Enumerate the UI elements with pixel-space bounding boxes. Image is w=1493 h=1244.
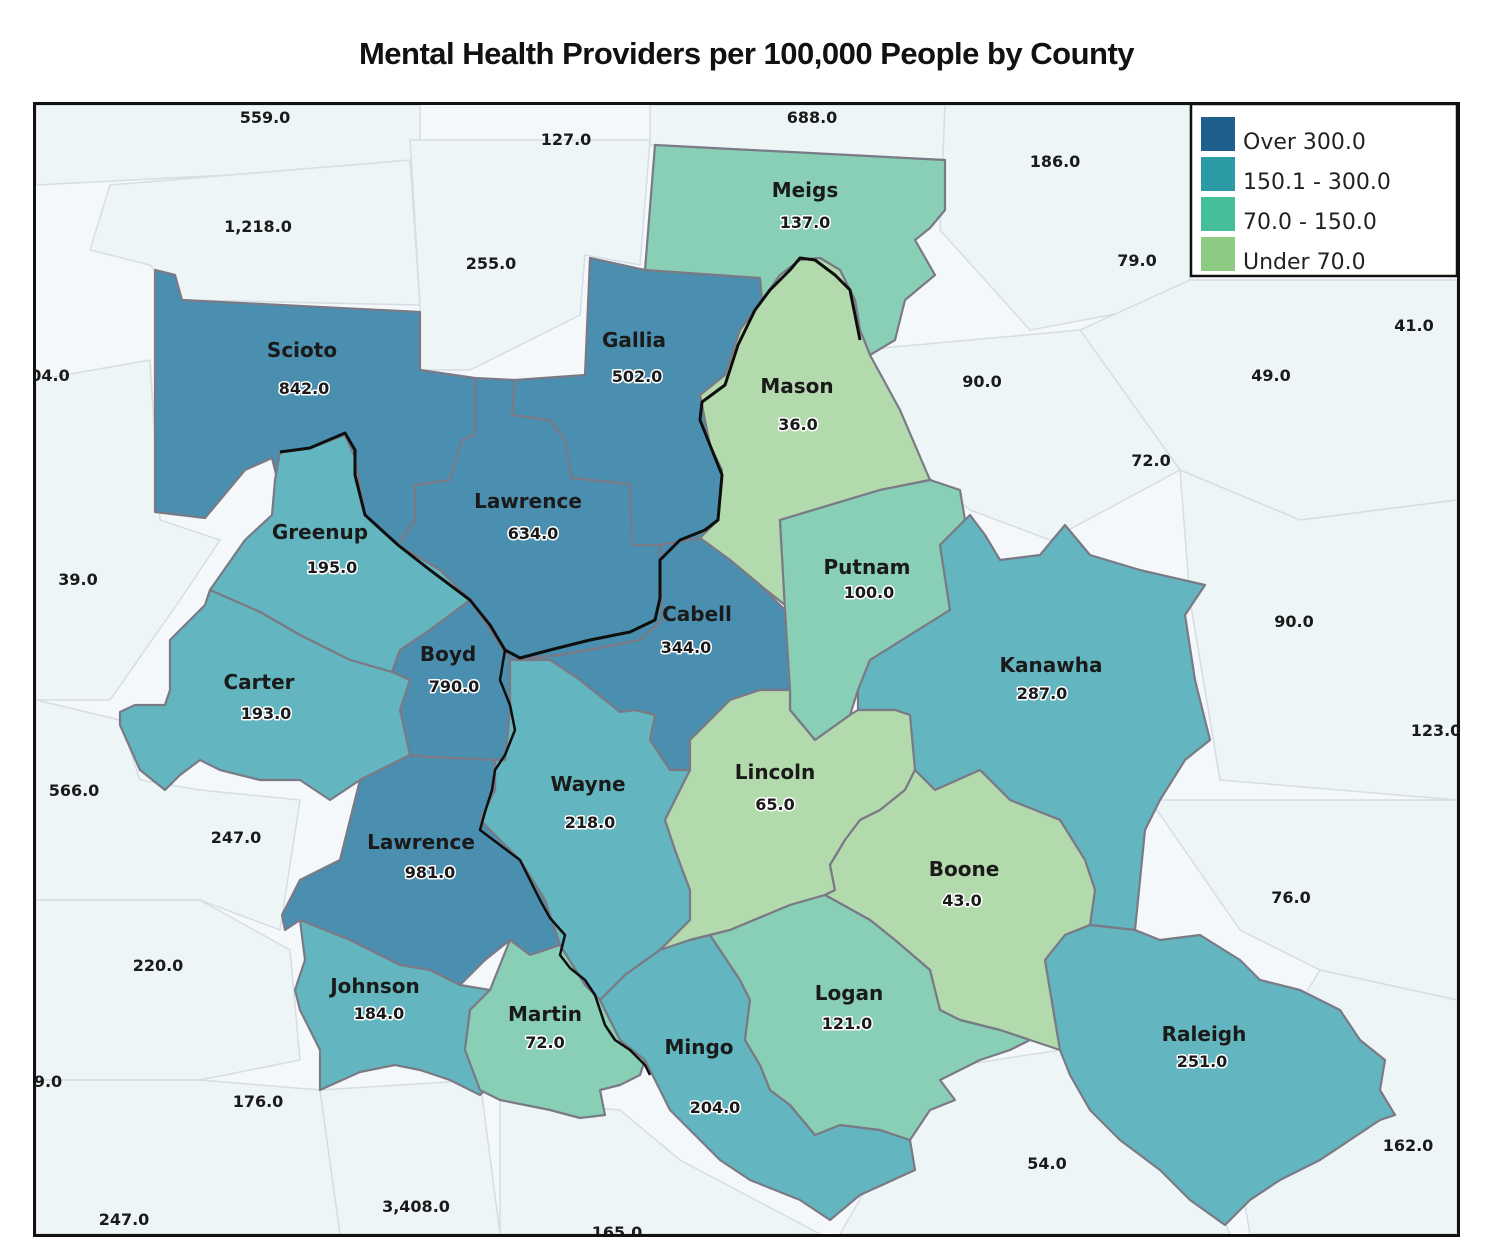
county-value-gallia: 502.0 bbox=[612, 367, 663, 386]
outside-value-label: 247.0 bbox=[99, 1210, 150, 1229]
county-name-kanawha: Kanawha bbox=[1000, 653, 1103, 677]
background-counties bbox=[36, 105, 1457, 1234]
county-johnson[interactable] bbox=[293, 918, 492, 1097]
county-name-martin: Martin bbox=[508, 1002, 582, 1026]
county-value-boyd: 790.0 bbox=[429, 677, 480, 696]
county-name-carter: Carter bbox=[223, 670, 294, 694]
county-value-putnam: 100.0 bbox=[844, 583, 895, 602]
county-value-martin: 72.0 bbox=[525, 1033, 564, 1052]
counties bbox=[118, 143, 1397, 1227]
outside-value-label: 54.0 bbox=[1027, 1154, 1066, 1173]
county-name-lawrence-oh: Lawrence bbox=[474, 489, 582, 513]
outside-value-label: 76.0 bbox=[1271, 888, 1310, 907]
county-name-lincoln: Lincoln bbox=[735, 760, 816, 784]
county-name-cabell: Cabell bbox=[662, 602, 732, 626]
outside-value-label: 559.0 bbox=[240, 108, 291, 127]
outside-value-label: 1,218.0 bbox=[224, 217, 292, 236]
county-value-carter: 193.0 bbox=[241, 704, 292, 723]
legend-swatch bbox=[1201, 117, 1235, 151]
legend-label: 150.1 - 300.0 bbox=[1243, 170, 1391, 195]
outside-value-label: 255.0 bbox=[466, 254, 517, 273]
outside-value-label: 176.0 bbox=[233, 1092, 284, 1111]
county-raleigh[interactable] bbox=[1043, 923, 1397, 1227]
outside-value-label: 90.0 bbox=[962, 372, 1001, 391]
outside-value-label: 72.0 bbox=[1131, 451, 1170, 470]
outside-value-label: 41.0 bbox=[1394, 316, 1433, 335]
county-value-meigs: 137.0 bbox=[780, 213, 831, 232]
county-name-raleigh: Raleigh bbox=[1162, 1022, 1247, 1046]
outside-value-label: 9.0 bbox=[34, 1072, 62, 1091]
legend: Over 300.0 150.1 - 300.0 70.0 - 150.0 Under… bbox=[1189, 102, 1459, 278]
county-name-gallia: Gallia bbox=[602, 328, 666, 352]
legend-items: Over 300.0 150.1 - 300.0 70.0 - 150.0 Under… bbox=[1201, 117, 1391, 275]
legend-swatch bbox=[1201, 197, 1235, 231]
county-name-boone: Boone bbox=[929, 857, 1000, 881]
county-name-logan: Logan bbox=[815, 981, 884, 1005]
county-name-meigs: Meigs bbox=[772, 178, 839, 202]
outside-value-label: 90.0 bbox=[1274, 612, 1313, 631]
outside-value-label: 165.0 bbox=[592, 1223, 643, 1242]
county-name-lawrence-ky: Lawrence bbox=[367, 830, 475, 854]
county-carter[interactable] bbox=[118, 588, 412, 802]
county-value-raleigh: 251.0 bbox=[1177, 1052, 1228, 1071]
outside-value-label: 04.0 bbox=[30, 366, 69, 385]
county-value-greenup: 195.0 bbox=[307, 558, 358, 577]
county-martin[interactable] bbox=[463, 938, 647, 1120]
outside-value-label: 162.0 bbox=[1383, 1136, 1434, 1155]
county-logan[interactable] bbox=[688, 893, 1032, 1142]
map-title: Mental Health Providers per 100,000 Peop… bbox=[358, 36, 1135, 71]
outside-value-label: 127.0 bbox=[541, 130, 592, 149]
outside-value-label: 123.0 bbox=[1411, 721, 1462, 740]
county-name-mason: Mason bbox=[760, 374, 833, 398]
county-value-lawrence-oh: 634.0 bbox=[508, 524, 559, 543]
legend-label: Over 300.0 bbox=[1243, 130, 1366, 155]
county-labels: Meigs 137.0 Scioto 842.0 Gallia 502.0 Mason 36.… bbox=[223, 178, 1247, 1119]
outside-value-label: 566.0 bbox=[49, 781, 100, 800]
county-name-greenup: Greenup bbox=[272, 520, 368, 544]
legend-label: 70.0 - 150.0 bbox=[1243, 210, 1377, 235]
legend-swatch bbox=[1201, 157, 1235, 191]
county-value-wayne: 218.0 bbox=[565, 813, 616, 832]
county-value-johnson: 184.0 bbox=[354, 1004, 405, 1023]
county-name-scioto: Scioto bbox=[267, 338, 337, 362]
outside-value-label: 220.0 bbox=[133, 956, 184, 975]
county-value-lincoln: 65.0 bbox=[755, 795, 794, 814]
legend-box bbox=[1189, 102, 1459, 278]
county-value-mason: 36.0 bbox=[778, 415, 817, 434]
outside-value-label: 49.0 bbox=[1251, 366, 1290, 385]
county-value-mingo: 204.0 bbox=[690, 1098, 741, 1117]
outside-value-label: 688.0 bbox=[787, 108, 838, 127]
river-border-line bbox=[478, 649, 652, 1076]
legend-swatch bbox=[1201, 237, 1235, 271]
outside-value-label: 79.0 bbox=[1117, 251, 1156, 270]
county-value-cabell: 344.0 bbox=[661, 638, 712, 657]
county-value-logan: 121.0 bbox=[822, 1014, 873, 1033]
county-name-johnson: Johnson bbox=[328, 974, 420, 998]
county-name-boyd: Boyd bbox=[420, 642, 476, 666]
county-value-lawrence-ky: 981.0 bbox=[405, 863, 456, 882]
outside-value-label: 247.0 bbox=[211, 828, 262, 847]
county-value-kanawha: 287.0 bbox=[1017, 684, 1068, 703]
state-border-line bbox=[279, 256, 862, 660]
outside-value-label: 186.0 bbox=[1030, 152, 1081, 171]
outside-value-label: 3,408.0 bbox=[382, 1197, 450, 1216]
outside-value-label: 39.0 bbox=[58, 570, 97, 589]
legend-label: Under 70.0 bbox=[1243, 250, 1366, 275]
county-name-mingo: Mingo bbox=[664, 1035, 733, 1059]
map-layers bbox=[36, 105, 1457, 1234]
county-value-boone: 43.0 bbox=[942, 891, 981, 910]
county-value-scioto: 842.0 bbox=[279, 379, 330, 398]
county-name-wayne: Wayne bbox=[550, 772, 625, 796]
map-frame bbox=[33, 102, 1460, 1237]
outside-value-labels: 559.0 127.0 688.0 186.0 1,218.0 255.0 79.0 41.0… bbox=[30, 108, 1462, 1242]
county-name-putnam: Putnam bbox=[823, 555, 910, 579]
